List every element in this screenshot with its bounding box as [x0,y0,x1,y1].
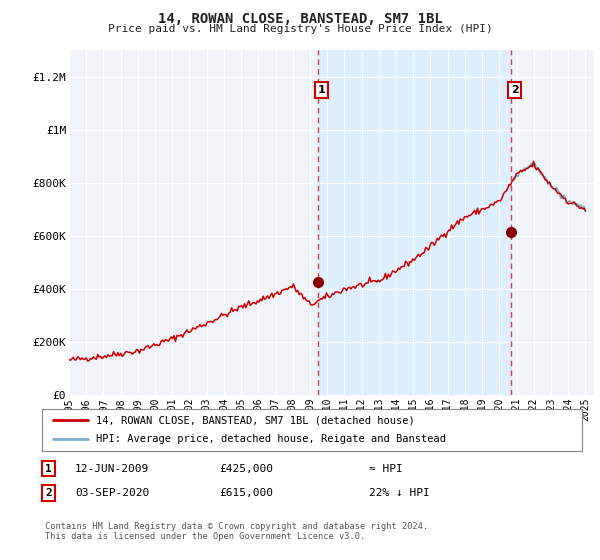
Text: £425,000: £425,000 [219,464,273,474]
Text: 03-SEP-2020: 03-SEP-2020 [75,488,149,498]
Text: 2: 2 [45,488,52,498]
Text: 12-JUN-2009: 12-JUN-2009 [75,464,149,474]
Text: 22% ↓ HPI: 22% ↓ HPI [369,488,430,498]
Text: 14, ROWAN CLOSE, BANSTEAD, SM7 1BL: 14, ROWAN CLOSE, BANSTEAD, SM7 1BL [158,12,442,26]
Bar [317,50,511,395]
Text: 14, ROWAN CLOSE, BANSTEAD, SM7 1BL (detached house): 14, ROWAN CLOSE, BANSTEAD, SM7 1BL (deta… [96,415,415,425]
Text: HPI: Average price, detached house, Reigate and Banstead: HPI: Average price, detached house, Reig… [96,435,446,445]
Text: Price paid vs. HM Land Registry's House Price Index (HPI): Price paid vs. HM Land Registry's House … [107,24,493,34]
Text: 2: 2 [511,85,518,95]
Text: 1: 1 [317,85,325,95]
Text: £615,000: £615,000 [219,488,273,498]
Text: Contains HM Land Registry data © Crown copyright and database right 2024.
This d: Contains HM Land Registry data © Crown c… [45,522,428,542]
Text: ≈ HPI: ≈ HPI [369,464,403,474]
Text: 1: 1 [45,464,52,474]
